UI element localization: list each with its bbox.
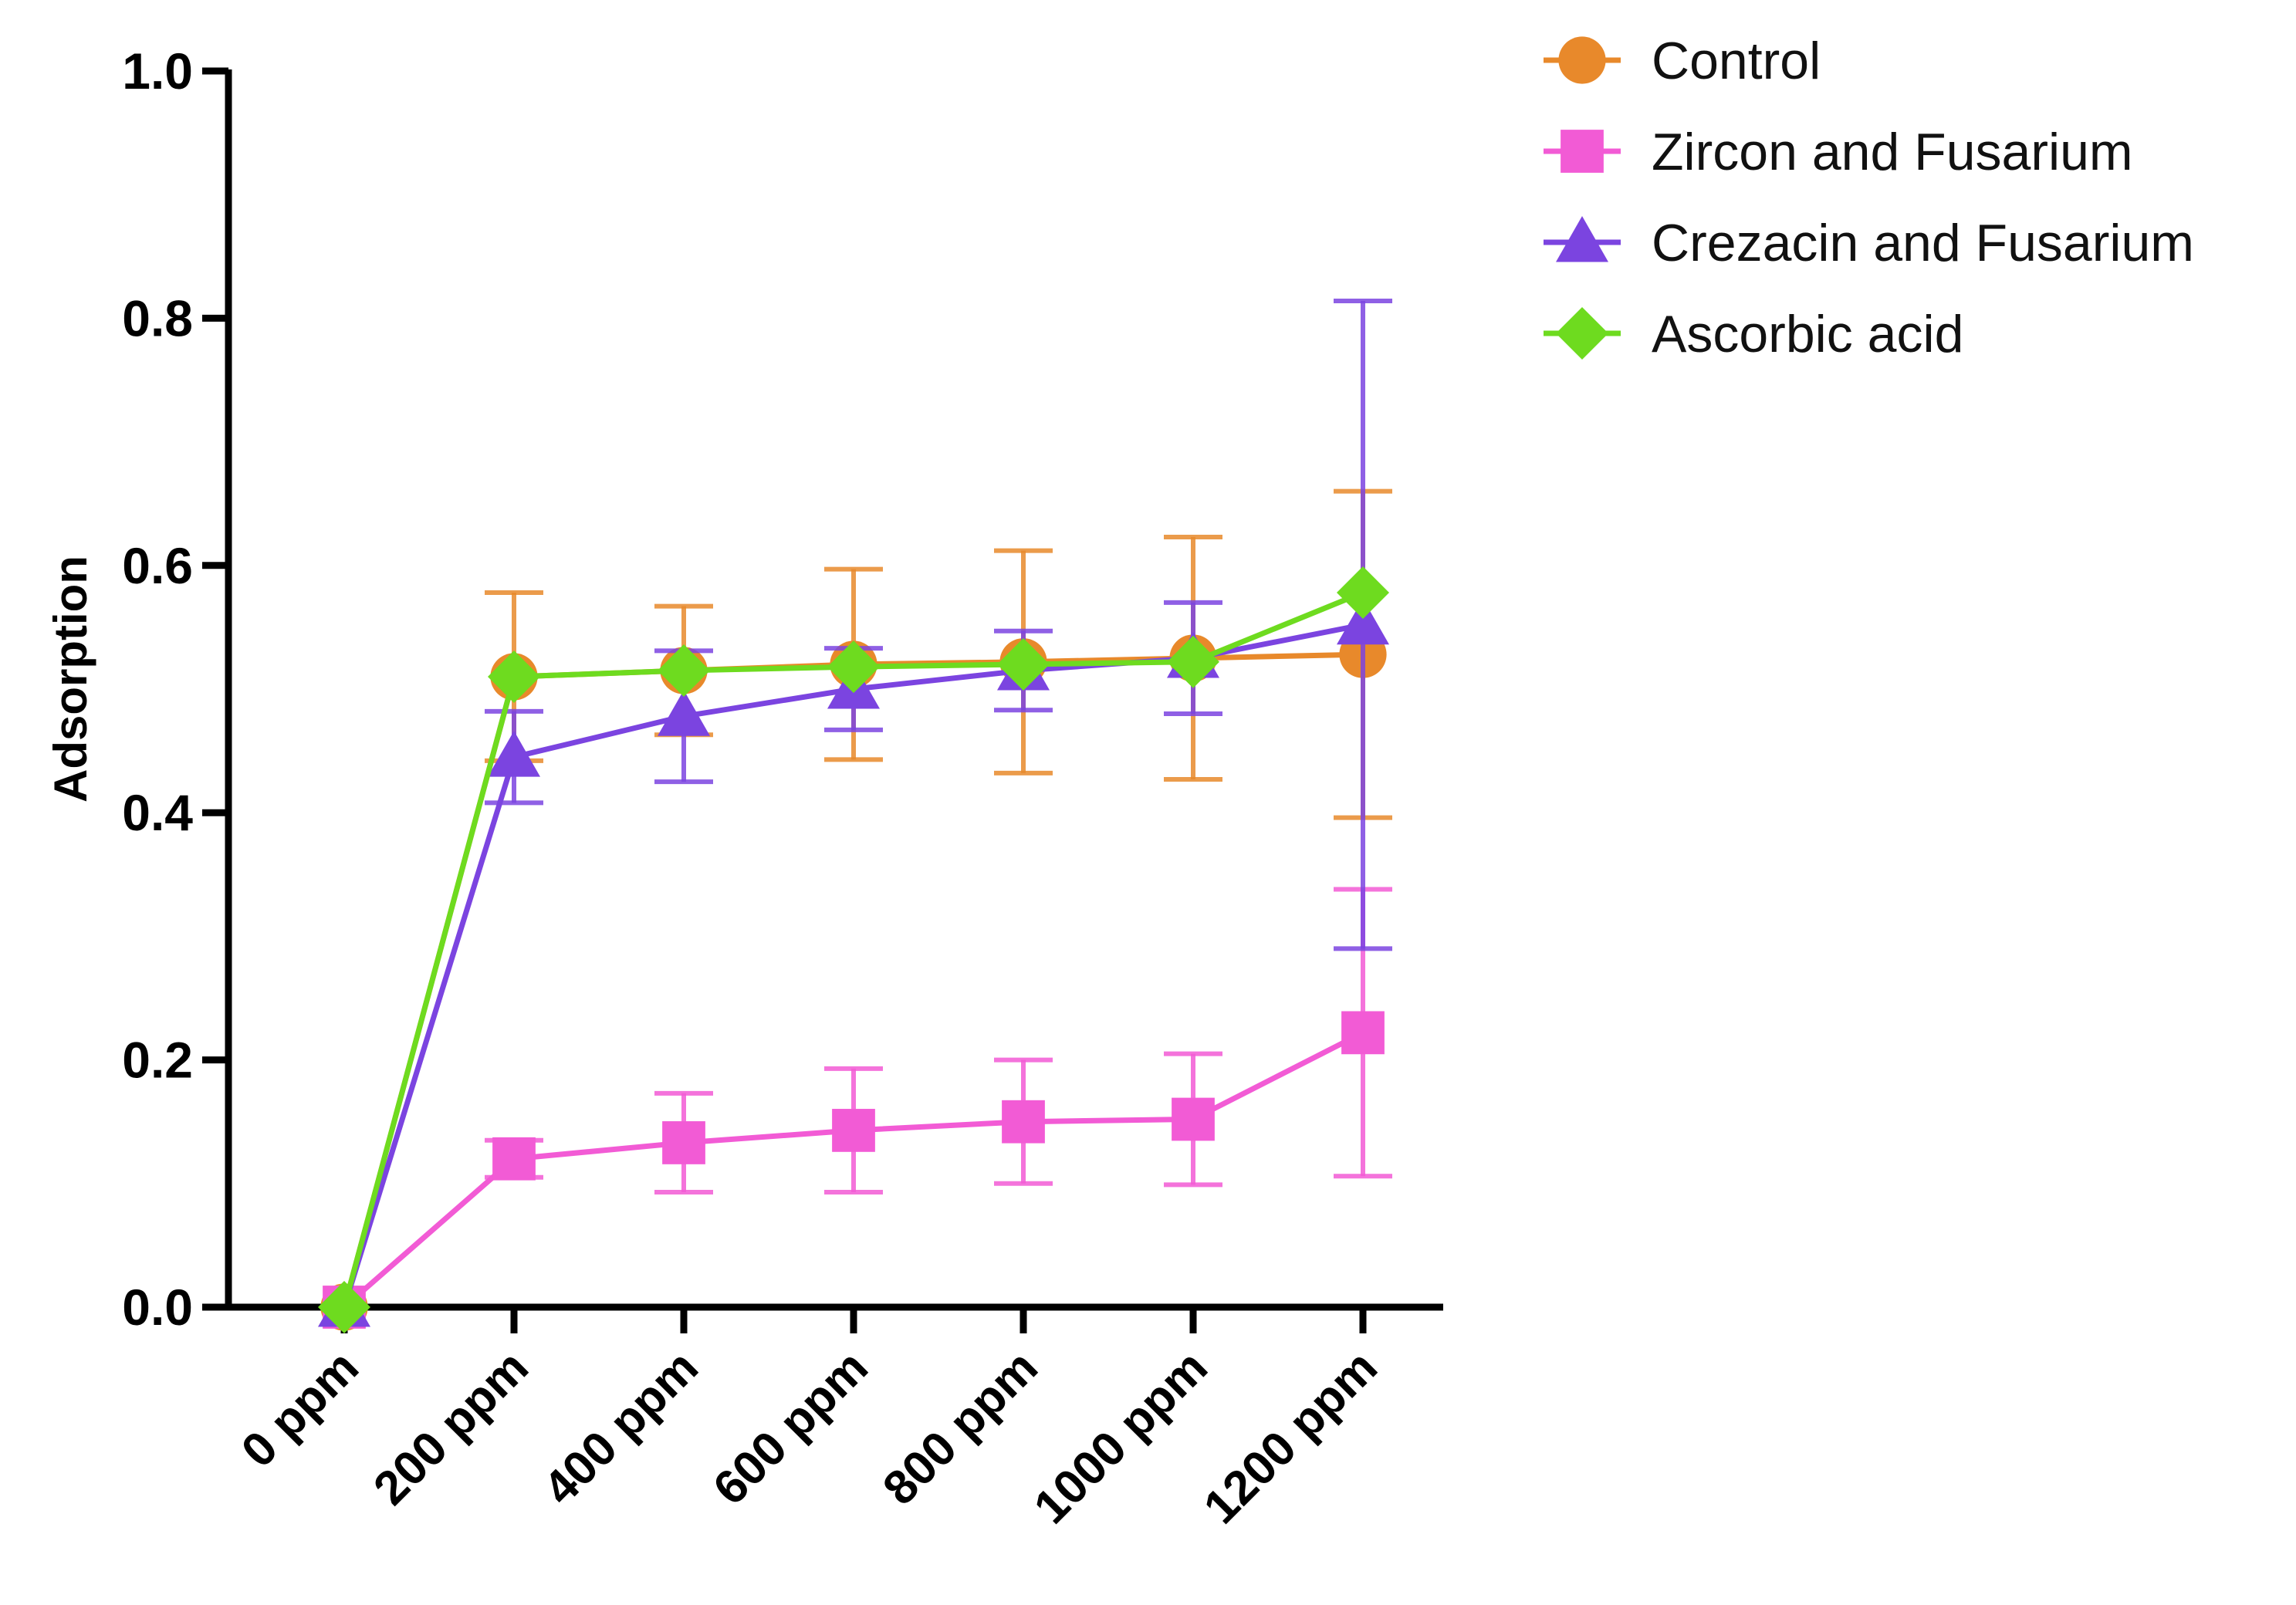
data-point	[997, 637, 1050, 691]
legend-label: Crezacin and Fusarium	[1652, 214, 2194, 272]
legend-marker	[1556, 216, 1608, 262]
legend-label: Zircon and Fusarium	[1652, 123, 2133, 181]
legend-label: Control	[1652, 32, 1821, 90]
legend-item: Control	[1544, 32, 1821, 90]
data-point	[1002, 1100, 1045, 1144]
y-tick-label: 0.8	[122, 289, 193, 346]
data-point	[318, 1281, 370, 1333]
y-axis-label: Adsorption	[45, 556, 96, 802]
data-point	[1172, 1097, 1215, 1141]
data-point	[827, 640, 880, 694]
data-point	[658, 690, 710, 736]
data-point	[1337, 566, 1389, 620]
axes	[225, 69, 1443, 1311]
data-point	[1167, 635, 1219, 688]
data-point	[1341, 1011, 1385, 1055]
legend-marker	[1558, 36, 1606, 84]
y-tick-label: 0.0	[122, 1279, 193, 1336]
data-point	[492, 1137, 536, 1181]
y-axis-ticks: 0.0 0.2 0.4 0.6 0.8 1.0	[122, 42, 228, 1336]
legend-label: Ascorbic acid	[1652, 305, 1963, 363]
y-tick-label: 0.4	[122, 784, 193, 841]
series-ascorbic-acid	[318, 566, 1389, 1333]
series-zircon-and-fusarium	[323, 887, 1392, 1329]
data-point	[488, 731, 540, 777]
x-tick-label: 800 ppm	[873, 1340, 1048, 1515]
data-point	[832, 1109, 875, 1152]
series-control	[320, 488, 1392, 1331]
x-tick-label: 1200 ppm	[1194, 1340, 1388, 1534]
y-tick-label: 0.6	[122, 537, 193, 594]
x-tick-label: 1000 ppm	[1024, 1340, 1218, 1534]
data-point	[1337, 598, 1389, 645]
y-tick-label: 1.0	[122, 42, 193, 100]
data-point	[488, 650, 540, 703]
x-tick-label: 0 ppm	[232, 1340, 369, 1478]
legend-marker	[1561, 130, 1604, 173]
x-tick-label: 200 ppm	[364, 1340, 539, 1515]
legend-item: Crezacin and Fusarium	[1544, 214, 2194, 272]
x-tick-label: 600 ppm	[703, 1340, 878, 1515]
data-point	[658, 644, 710, 697]
y-tick-label: 0.2	[122, 1032, 193, 1089]
legend: Control Zircon and Fusarium Crezacin and F…	[1544, 32, 2194, 363]
x-tick-label: 400 ppm	[533, 1340, 708, 1515]
legend-item: Zircon and Fusarium	[1544, 123, 2133, 181]
legend-marker	[1556, 307, 1608, 360]
legend-item: Ascorbic acid	[1544, 305, 1963, 363]
series-layer	[318, 298, 1392, 1333]
data-point	[662, 1121, 705, 1164]
